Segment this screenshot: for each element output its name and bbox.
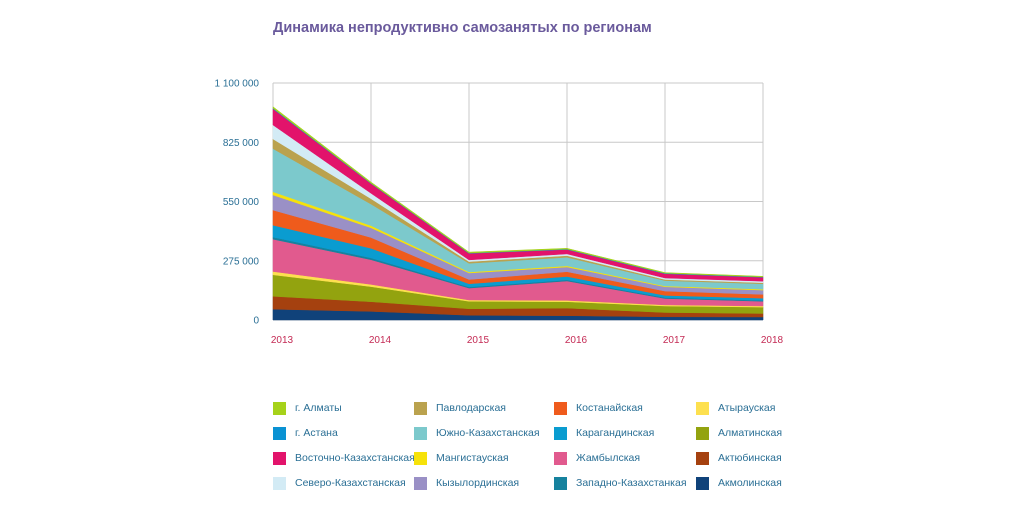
legend-label: г. Астана [295,427,338,439]
legend-label: Атырауская [718,402,775,414]
legend-label: Акмолинская [718,477,782,489]
legend-label: Кызылординская [436,477,519,489]
legend-label: г. Алматы [295,402,342,414]
legend-item: Северо-Казахстанская [273,475,406,491]
legend-swatch [414,452,427,465]
legend-item: Алматинская [696,425,782,441]
legend-item: Карагандинская [554,425,654,441]
legend-swatch [414,427,427,440]
y-tick-label-1: 275 000 [223,256,260,267]
legend-swatch [273,427,286,440]
legend-item: Актюбинская [696,450,782,466]
y-tick-label-4: 1 100 000 [215,79,260,90]
legend-item: Кызылординская [414,475,519,491]
x-tick-label-2: 2015 [467,335,490,346]
x-tick-label-0: 2013 [271,335,294,346]
x-tick-label-3: 2016 [565,335,588,346]
legend-item: Западно-Казахстанкая [554,475,687,491]
legend-item: г. Астана [273,425,338,441]
legend-label: Южно-Казахстанская [436,427,540,439]
y-tick-label-0: 0 [253,316,259,327]
legend-item: Павлодарская [414,400,506,416]
legend-swatch [696,402,709,415]
legend-item: Акмолинская [696,475,782,491]
legend-swatch [414,402,427,415]
legend-item: Мангистауская [414,450,509,466]
legend-swatch [554,452,567,465]
legend-label: Северо-Казахстанская [295,477,406,489]
legend-swatch [696,477,709,490]
legend-swatch [273,477,286,490]
legend-item: Южно-Казахстанская [414,425,540,441]
area-series-layer [273,107,763,320]
legend: г. Алматы Павлодарская Костанайская Атыраус… [273,400,793,496]
legend-item: Атырауская [696,400,775,416]
y-tick-label-2: 550 000 [223,197,260,208]
legend-item: Восточно-Казахстанская [273,450,415,466]
legend-swatch [414,477,427,490]
legend-label: Алматинская [718,427,782,439]
legend-label: Жамбылская [576,452,640,464]
legend-item: г. Алматы [273,400,342,416]
x-tick-label-4: 2017 [663,335,686,346]
legend-item: Жамбылская [554,450,640,466]
legend-swatch [696,427,709,440]
legend-swatch [273,452,286,465]
legend-label: Восточно-Казахстанская [295,452,415,464]
legend-label: Карагандинская [576,427,654,439]
legend-swatch [554,427,567,440]
legend-label: Мангистауская [436,452,509,464]
legend-swatch [554,477,567,490]
legend-label: Западно-Казахстанкая [576,477,687,489]
legend-label: Павлодарская [436,402,506,414]
legend-label: Костанайская [576,402,643,414]
legend-swatch [554,402,567,415]
legend-item: Костанайская [554,400,643,416]
x-tick-label-5: 2018 [761,335,784,346]
y-tick-label-3: 825 000 [223,138,260,149]
legend-swatch [273,402,286,415]
legend-swatch [696,452,709,465]
legend-label: Актюбинская [718,452,782,464]
x-tick-label-1: 2014 [369,335,392,346]
